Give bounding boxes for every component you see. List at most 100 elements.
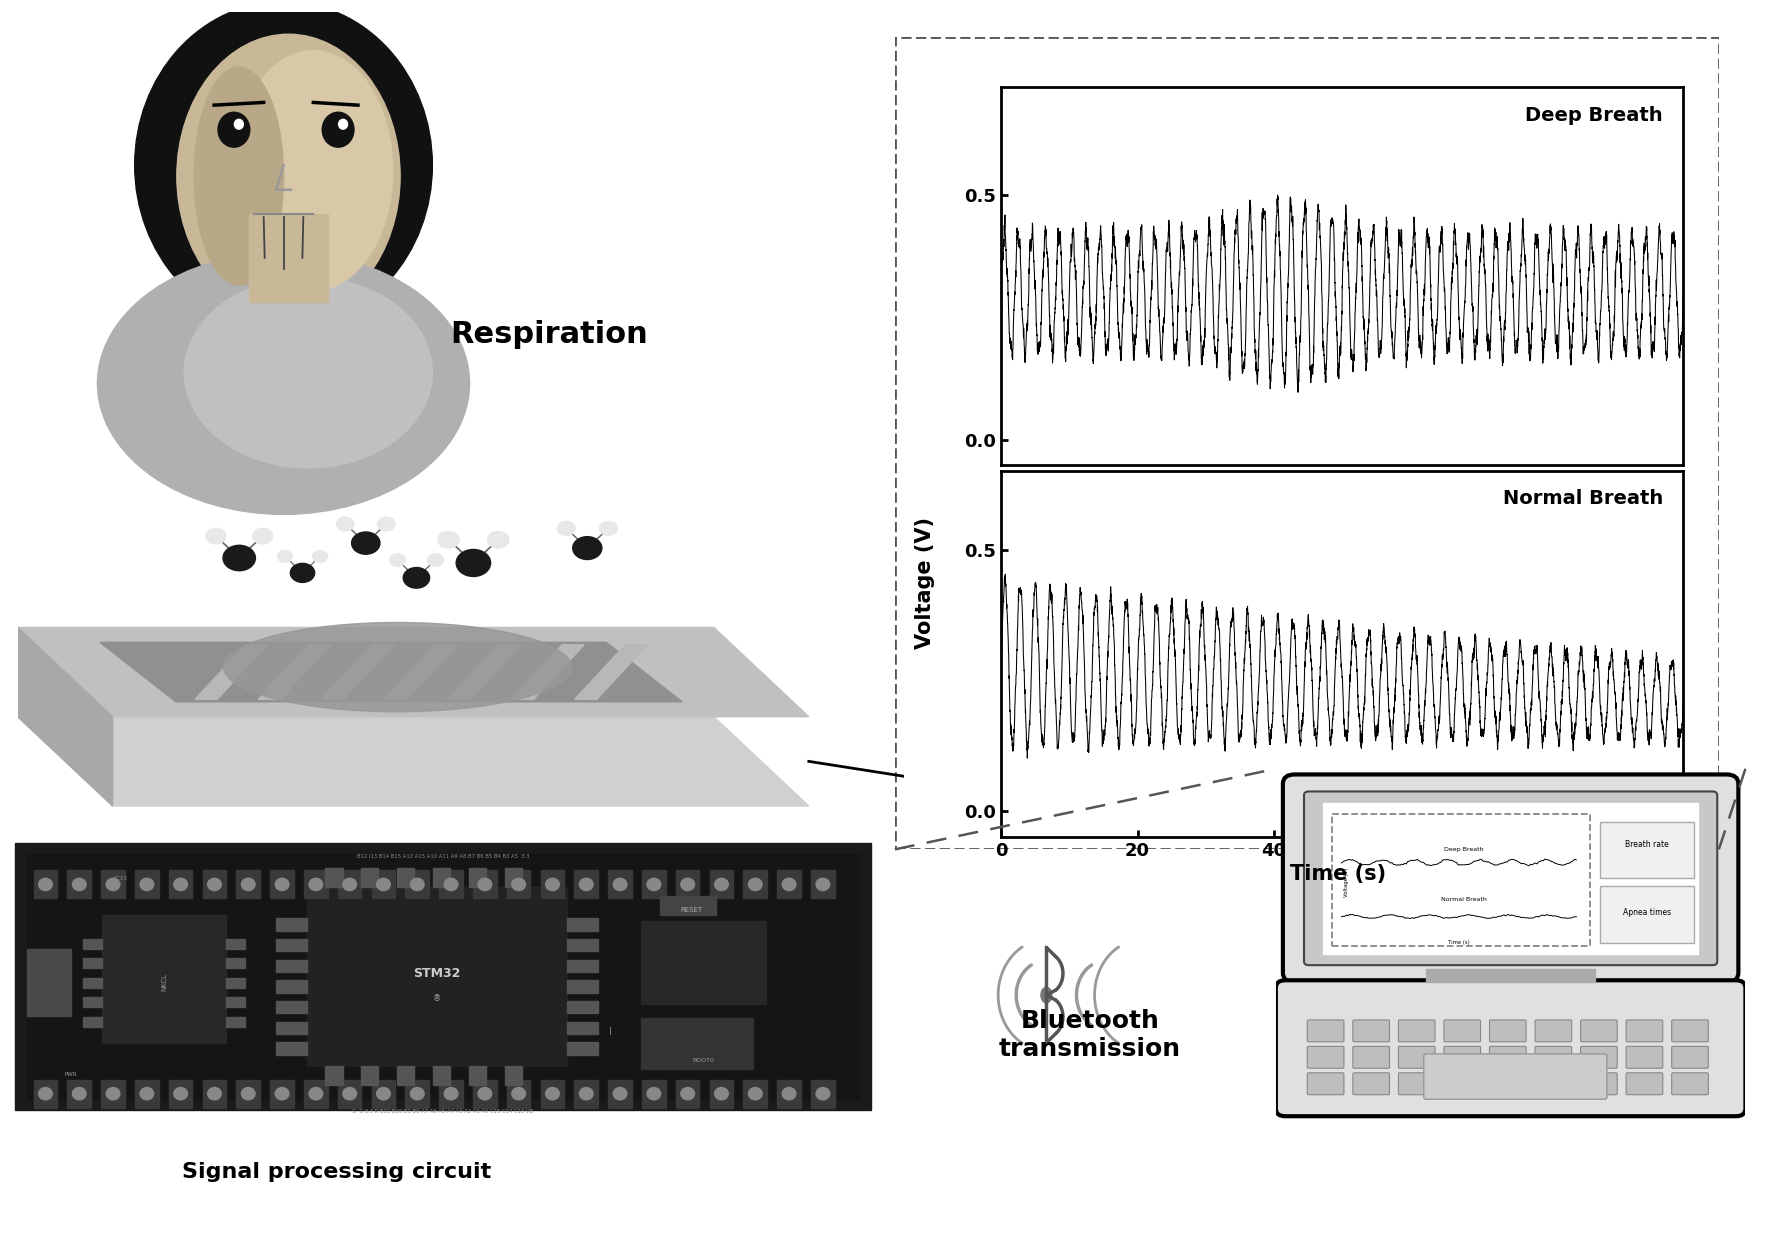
Bar <box>324 1066 342 1085</box>
Text: G  G 3.3 R B11 B10 B1 B0 A7 A6 A5 A4 A3 A2 A1 A0 C15 C14 C13 VB: G G 3.3 R B11 B10 B1 B0 A7 A6 A5 A4 A3 A… <box>353 1109 533 1114</box>
Bar <box>34 870 57 898</box>
Circle shape <box>817 1087 829 1100</box>
Bar <box>338 870 361 898</box>
Polygon shape <box>195 645 268 699</box>
Bar <box>709 1080 734 1107</box>
Polygon shape <box>18 717 808 806</box>
Bar <box>275 919 307 931</box>
Circle shape <box>445 878 457 890</box>
Circle shape <box>312 551 328 563</box>
FancyBboxPatch shape <box>1308 1073 1343 1095</box>
Bar <box>83 959 101 968</box>
Bar <box>675 1080 700 1107</box>
Text: Time (s): Time (s) <box>1290 864 1386 884</box>
Bar <box>778 1080 801 1107</box>
Circle shape <box>512 878 526 890</box>
Circle shape <box>342 878 356 890</box>
Circle shape <box>817 878 829 890</box>
FancyBboxPatch shape <box>1444 1073 1481 1095</box>
Circle shape <box>478 1087 491 1100</box>
FancyBboxPatch shape <box>1398 1073 1435 1095</box>
FancyBboxPatch shape <box>1490 1047 1526 1069</box>
Bar <box>27 853 858 1099</box>
Circle shape <box>781 1087 796 1100</box>
Circle shape <box>781 878 796 890</box>
Circle shape <box>140 878 154 890</box>
Ellipse shape <box>223 622 571 712</box>
Bar <box>1426 968 1595 982</box>
FancyBboxPatch shape <box>1398 1047 1435 1069</box>
Ellipse shape <box>97 253 470 515</box>
Bar <box>83 1017 101 1027</box>
Bar <box>574 870 599 898</box>
Circle shape <box>512 1087 526 1100</box>
Bar <box>505 1066 523 1085</box>
Polygon shape <box>18 627 808 717</box>
Bar <box>236 870 260 898</box>
Bar <box>1600 885 1694 942</box>
Text: Time (s): Time (s) <box>1448 940 1469 945</box>
Circle shape <box>337 517 354 531</box>
Circle shape <box>308 878 323 890</box>
Bar <box>1322 802 1698 954</box>
FancyBboxPatch shape <box>1581 1021 1618 1042</box>
Circle shape <box>572 537 602 559</box>
FancyBboxPatch shape <box>1490 1021 1526 1042</box>
Bar <box>83 997 101 1007</box>
FancyBboxPatch shape <box>1398 1021 1435 1042</box>
Circle shape <box>106 1087 120 1100</box>
Text: PWR: PWR <box>64 1071 78 1076</box>
Bar <box>372 870 395 898</box>
Bar <box>202 870 227 898</box>
Circle shape <box>206 528 225 544</box>
Text: STM32: STM32 <box>413 967 461 980</box>
Bar <box>470 868 486 888</box>
Bar <box>567 1022 597 1034</box>
Circle shape <box>377 1087 390 1100</box>
Circle shape <box>253 528 273 544</box>
Text: Normal Breath: Normal Breath <box>1503 490 1662 508</box>
Bar <box>540 870 563 898</box>
Bar <box>540 1080 563 1107</box>
Text: Apnea times: Apnea times <box>1623 908 1671 916</box>
Bar <box>473 1080 496 1107</box>
Circle shape <box>135 1 432 329</box>
Ellipse shape <box>184 277 432 467</box>
FancyBboxPatch shape <box>1308 1021 1343 1042</box>
Circle shape <box>445 1087 457 1100</box>
Bar <box>338 1080 361 1107</box>
Polygon shape <box>321 645 393 699</box>
Text: FC13: FC13 <box>113 877 128 882</box>
FancyBboxPatch shape <box>1276 981 1745 1116</box>
Bar <box>470 1066 486 1085</box>
Bar <box>275 1022 307 1034</box>
Bar <box>83 939 101 949</box>
Bar <box>608 870 633 898</box>
FancyBboxPatch shape <box>1352 1073 1389 1095</box>
Circle shape <box>207 1087 222 1100</box>
Bar <box>236 1080 260 1107</box>
Text: RESET: RESET <box>680 906 702 913</box>
Bar <box>101 915 227 1043</box>
Circle shape <box>207 878 222 890</box>
FancyBboxPatch shape <box>1535 1021 1572 1042</box>
Bar <box>227 1017 245 1027</box>
Circle shape <box>487 531 509 548</box>
Bar <box>675 870 700 898</box>
Circle shape <box>546 1087 560 1100</box>
Bar <box>271 1080 294 1107</box>
FancyBboxPatch shape <box>1423 1054 1607 1099</box>
Bar <box>275 960 307 972</box>
Bar <box>305 870 328 898</box>
Circle shape <box>323 113 354 148</box>
Polygon shape <box>18 627 113 806</box>
Circle shape <box>427 553 443 567</box>
FancyBboxPatch shape <box>1304 791 1717 965</box>
FancyBboxPatch shape <box>1283 775 1738 982</box>
Bar <box>473 870 496 898</box>
FancyBboxPatch shape <box>1490 1073 1526 1095</box>
Circle shape <box>647 878 661 890</box>
Bar <box>372 1080 395 1107</box>
Circle shape <box>404 568 429 588</box>
Ellipse shape <box>195 67 284 285</box>
